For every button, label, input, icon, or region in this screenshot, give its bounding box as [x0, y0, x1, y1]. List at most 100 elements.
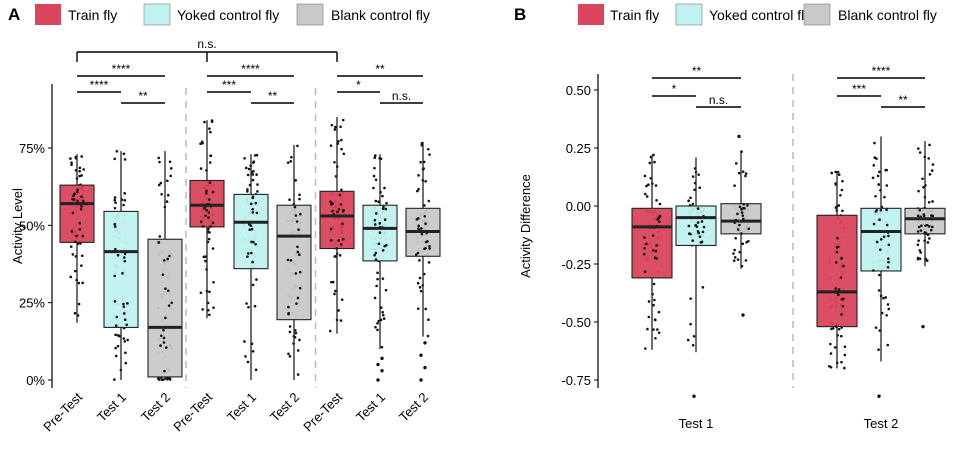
jitter-point [374, 212, 378, 215]
jitter-point [879, 238, 883, 241]
jitter-point [339, 138, 343, 142]
jitter-point [693, 188, 696, 192]
jitter-point [383, 244, 386, 248]
jitter-point [843, 366, 846, 370]
jitter-point [885, 208, 888, 212]
jitter-point [418, 259, 421, 262]
jitter-point [374, 258, 378, 261]
jitter-point [374, 325, 377, 329]
jitter-point [416, 281, 420, 285]
jitter-point [698, 186, 702, 189]
jitter-point [162, 328, 165, 332]
jitter-point [114, 201, 117, 205]
jitter-point [916, 230, 920, 233]
jitter-point [159, 181, 163, 185]
outlier-point [692, 394, 696, 398]
jitter-point [342, 238, 345, 241]
jitter-point [168, 378, 172, 381]
xtick-label-a-8: Test 2 [396, 390, 431, 425]
jitter-point [250, 251, 253, 255]
jitter-point [642, 236, 646, 239]
outlier-point [423, 341, 427, 345]
jitter-point [885, 184, 889, 187]
jitter-point [164, 346, 168, 349]
jitter-point [251, 211, 255, 214]
jitter-point [839, 193, 842, 197]
jitter-point [655, 257, 658, 260]
jitter-point [296, 250, 300, 254]
jitter-point [334, 289, 337, 293]
jitter-point [246, 252, 250, 255]
jitter-point [288, 198, 291, 202]
jitter-point [252, 161, 255, 164]
jitter-point [126, 302, 129, 305]
box-a-2 [147, 238, 183, 378]
outlier-point [376, 362, 380, 367]
jitter-point [251, 195, 255, 199]
jitter-point [872, 222, 876, 226]
jitter-point [887, 243, 891, 247]
jitter-point [208, 290, 211, 294]
jitter-point [419, 289, 423, 293]
jitter-point [73, 269, 77, 273]
jitter-point [72, 194, 75, 197]
jitter-point [208, 198, 211, 201]
jitter-point [122, 337, 126, 340]
jitter-point [166, 257, 169, 261]
jitter-point [657, 216, 661, 220]
jitter-point [836, 236, 839, 240]
jitter-point [254, 201, 258, 205]
jitter-point [843, 345, 847, 349]
jitter-point [381, 249, 385, 252]
jitter-point [645, 195, 649, 198]
jitter-point [740, 211, 744, 214]
jitter-point [293, 205, 297, 209]
legend-a-blank-swatch [296, 3, 324, 26]
jitter-point [931, 225, 934, 229]
jitter-point [339, 243, 343, 246]
jitter-point [657, 331, 661, 335]
jitter-point [744, 174, 747, 178]
jitter-point [247, 305, 250, 309]
jitter-point [212, 306, 215, 309]
legend-b-blank-swatch [803, 3, 831, 26]
jitter-point [374, 178, 378, 182]
jitter-point [656, 218, 659, 221]
jitter-point [211, 190, 215, 194]
jitter-point [294, 214, 298, 217]
outlier-point [423, 365, 427, 370]
jitter-point [340, 298, 344, 301]
jitter-point [917, 225, 921, 229]
jitter-point [736, 228, 740, 231]
sig-label-a-5: *** [222, 78, 236, 92]
jitter-point [837, 293, 840, 297]
legend-a-train-swatch [35, 4, 61, 25]
jitter-point [123, 158, 127, 161]
jitter-point [886, 265, 890, 269]
jitter-point [377, 242, 381, 246]
jitter-point [925, 223, 929, 227]
jitter-point [878, 170, 881, 174]
jitter-point [829, 352, 833, 355]
jitter-point [427, 318, 430, 321]
jitter-point [655, 244, 658, 247]
jitter-point [122, 256, 126, 259]
jitter-point [919, 251, 922, 254]
jitter-point [294, 331, 298, 335]
jitter-point [334, 125, 337, 129]
jitter-point [113, 198, 117, 202]
jitter-point [329, 200, 332, 204]
jitter-point [843, 353, 847, 357]
box-a-6 [319, 190, 355, 250]
jitter-point [840, 360, 843, 364]
sig-label-a-9: n.s. [392, 89, 411, 103]
ytick-label-b-3: 0.00 [566, 199, 591, 214]
jitter-point [296, 373, 300, 376]
jitter-point [882, 296, 885, 300]
jitter-point [382, 317, 386, 320]
jitter-point [204, 214, 207, 218]
jitter-point [339, 125, 342, 129]
outlier-point [737, 134, 741, 139]
jitter-point [298, 197, 301, 201]
box-a-4 [233, 193, 269, 270]
